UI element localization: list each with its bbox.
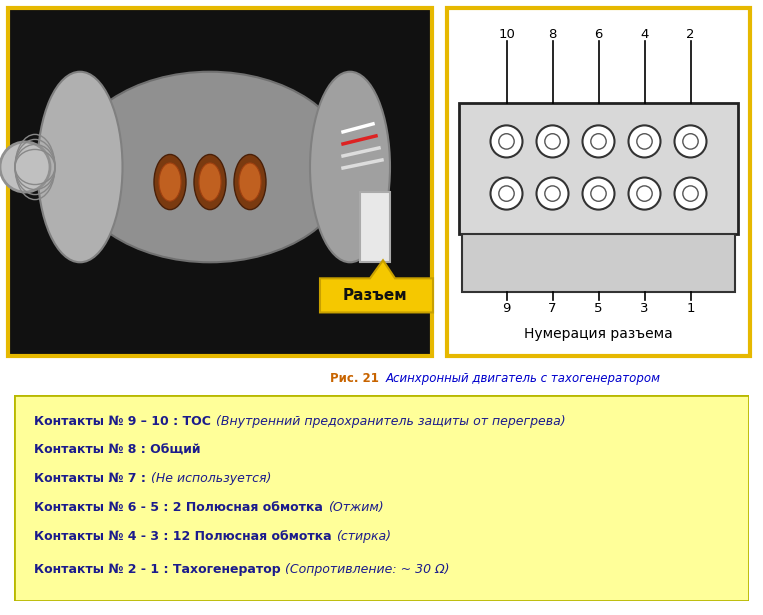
Circle shape bbox=[591, 133, 606, 149]
Text: 8: 8 bbox=[549, 28, 557, 41]
Text: (Не используется): (Не используется) bbox=[150, 472, 271, 485]
Polygon shape bbox=[320, 260, 433, 312]
Ellipse shape bbox=[310, 72, 390, 262]
Ellipse shape bbox=[154, 154, 186, 210]
Text: Контакты № 9 – 10 : ТОС: Контакты № 9 – 10 : ТОС bbox=[34, 415, 216, 427]
Text: 6: 6 bbox=[594, 28, 603, 41]
Text: 1: 1 bbox=[686, 302, 695, 315]
Circle shape bbox=[499, 186, 514, 201]
Ellipse shape bbox=[70, 72, 350, 262]
Text: 3: 3 bbox=[640, 302, 649, 315]
Bar bbox=[462, 242, 490, 286]
Text: Асинхронный двигатель с тахогенератором: Асинхронный двигатель с тахогенератором bbox=[386, 372, 661, 386]
Ellipse shape bbox=[159, 163, 181, 201]
FancyBboxPatch shape bbox=[14, 395, 749, 601]
Circle shape bbox=[582, 178, 614, 210]
Ellipse shape bbox=[37, 72, 123, 262]
Circle shape bbox=[674, 178, 707, 210]
Ellipse shape bbox=[194, 154, 226, 210]
Text: Рис. 21: Рис. 21 bbox=[330, 372, 383, 386]
Text: 7: 7 bbox=[549, 302, 557, 315]
Text: 4: 4 bbox=[640, 28, 649, 41]
Ellipse shape bbox=[239, 163, 261, 201]
Circle shape bbox=[629, 125, 661, 157]
Bar bbox=[8, 8, 432, 356]
Bar bbox=[360, 192, 390, 262]
Text: (Внутренний предохранитель защиты от перегрева): (Внутренний предохранитель защиты от пер… bbox=[216, 415, 565, 427]
Circle shape bbox=[536, 125, 568, 157]
Ellipse shape bbox=[0, 142, 50, 192]
Text: Контакты № 7 :: Контакты № 7 : bbox=[34, 472, 150, 485]
Text: 5: 5 bbox=[594, 302, 603, 315]
Bar bbox=[459, 103, 738, 234]
Bar bbox=[704, 242, 732, 286]
Text: Разъем: Разъем bbox=[343, 288, 407, 303]
Circle shape bbox=[591, 186, 606, 201]
Text: 9: 9 bbox=[502, 302, 510, 315]
Circle shape bbox=[491, 178, 523, 210]
Circle shape bbox=[683, 186, 698, 201]
Text: 10: 10 bbox=[498, 28, 515, 41]
Circle shape bbox=[683, 133, 698, 149]
Circle shape bbox=[629, 178, 661, 210]
Circle shape bbox=[637, 133, 652, 149]
Text: 2: 2 bbox=[686, 28, 695, 41]
Text: Нумерация разъема: Нумерация разъема bbox=[524, 327, 673, 341]
Circle shape bbox=[545, 133, 560, 149]
Text: (стирка): (стирка) bbox=[336, 530, 391, 543]
Text: (Отжим): (Отжим) bbox=[327, 501, 383, 514]
Circle shape bbox=[637, 186, 652, 201]
Ellipse shape bbox=[199, 163, 221, 201]
Circle shape bbox=[545, 186, 560, 201]
Circle shape bbox=[674, 125, 707, 157]
Circle shape bbox=[491, 125, 523, 157]
Text: Контакты № 4 - 3 : 12 Полюсная обмотка: Контакты № 4 - 3 : 12 Полюсная обмотка bbox=[34, 530, 336, 543]
Text: (Сопротивление: ~ 30 Ω): (Сопротивление: ~ 30 Ω) bbox=[285, 563, 450, 576]
Bar bbox=[447, 8, 750, 356]
Circle shape bbox=[536, 178, 568, 210]
Text: Контакты № 2 - 1 : Тахогенератор: Контакты № 2 - 1 : Тахогенератор bbox=[34, 563, 285, 576]
Bar bbox=[462, 234, 735, 292]
Text: Контакты № 8 : Общий: Контакты № 8 : Общий bbox=[34, 443, 201, 456]
Circle shape bbox=[499, 133, 514, 149]
Text: Контакты № 6 - 5 : 2 Полюсная обмотка: Контакты № 6 - 5 : 2 Полюсная обмотка bbox=[34, 501, 327, 514]
Ellipse shape bbox=[234, 154, 266, 210]
Circle shape bbox=[582, 125, 614, 157]
